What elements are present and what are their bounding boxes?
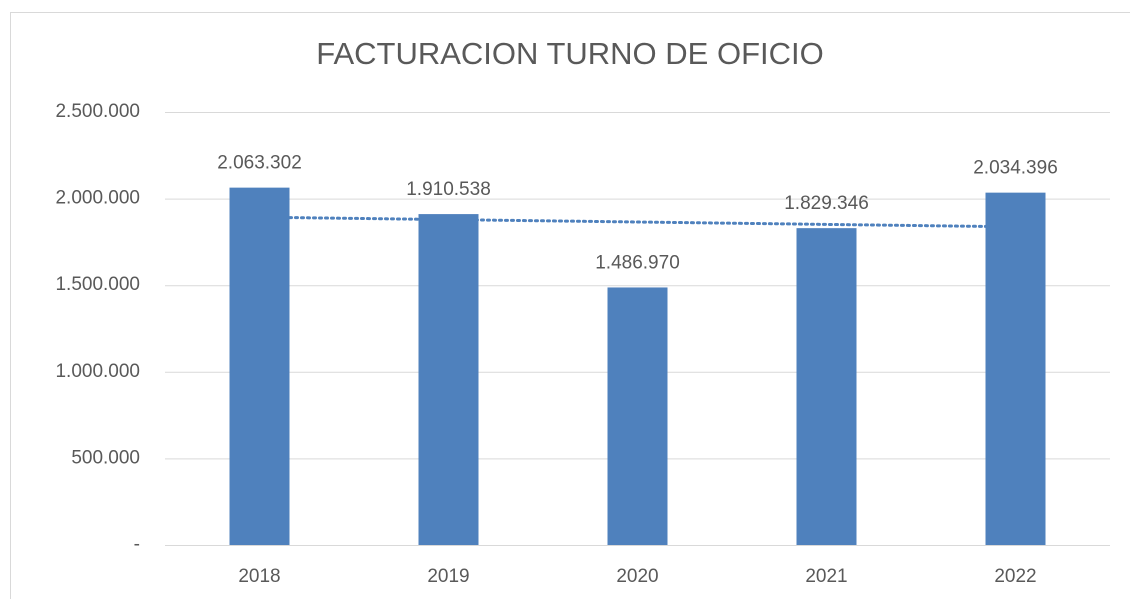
bar xyxy=(229,187,290,545)
y-tick-label: 500.000 xyxy=(71,447,140,468)
y-tick-label: - xyxy=(134,534,140,555)
x-tick-label: 2022 xyxy=(994,566,1036,587)
y-tick-label: 2.000.000 xyxy=(55,188,140,209)
data-label: 1.829.346 xyxy=(784,193,869,214)
data-label: 2.063.302 xyxy=(217,153,302,174)
x-tick-label: 2019 xyxy=(427,566,469,587)
x-tick-label: 2018 xyxy=(238,566,280,587)
bar xyxy=(418,214,479,545)
y-tick-label: 2.500.000 xyxy=(55,101,140,122)
x-tick-label: 2021 xyxy=(805,566,847,587)
data-label: 1.486.970 xyxy=(595,252,680,273)
bar xyxy=(796,228,857,545)
y-tick-label: 1.500.000 xyxy=(55,274,140,295)
data-label: 2.034.396 xyxy=(973,158,1058,179)
trendline xyxy=(258,215,1017,229)
data-label: 1.910.538 xyxy=(406,179,491,200)
x-tick-label: 2020 xyxy=(616,566,658,587)
chart-title: FACTURACION TURNO DE OFICIO xyxy=(316,36,824,71)
bar xyxy=(985,192,1046,545)
bar xyxy=(607,287,668,545)
chart-border xyxy=(10,12,1130,599)
y-tick-label: 1.000.000 xyxy=(55,361,140,382)
